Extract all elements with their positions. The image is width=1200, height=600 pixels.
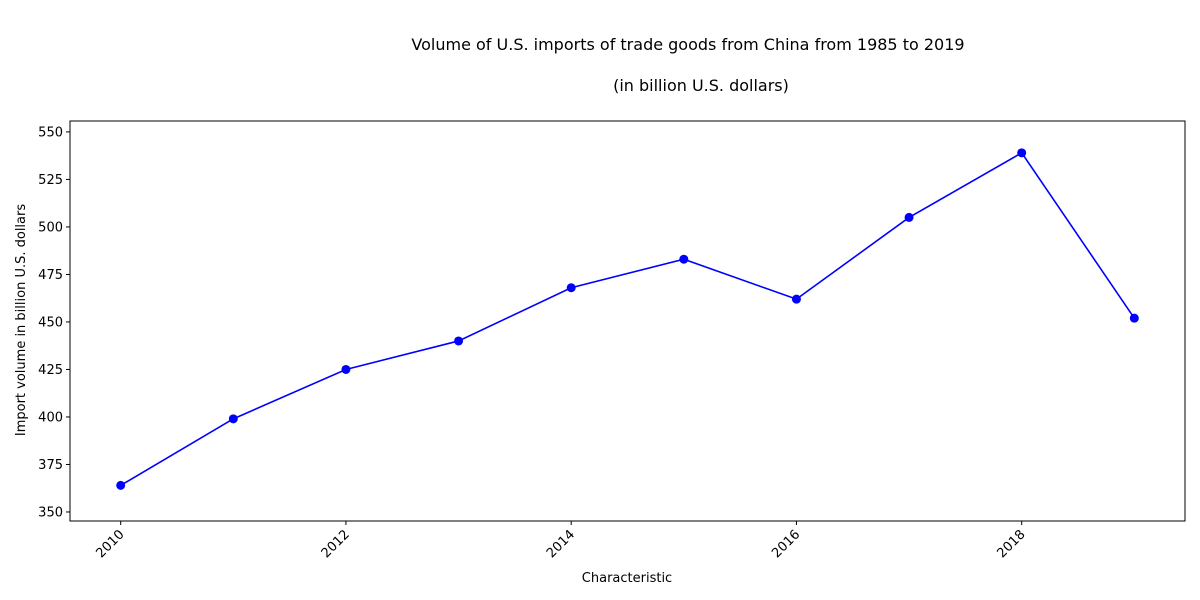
data-point [454,336,464,346]
data-point [791,294,801,304]
data-point [1017,148,1027,158]
y-tick-label: 450 [38,315,63,330]
x-axis-label: Characteristic [582,571,672,586]
chart-subtitle: (in billion U.S. dollars) [613,76,789,95]
y-tick-label: 475 [38,268,63,283]
y-tick-label: 525 [38,173,63,188]
data-point [1129,313,1139,323]
chart-title: Volume of U.S. imports of trade goods fr… [411,35,964,54]
plot-area: 350 375 400 425 450 475 500 525 550 2010 2012 2014 2… [38,120,1186,561]
data-point [679,254,689,264]
y-tick-label: 400 [38,410,63,425]
axes-frame [69,120,1186,522]
data-point [904,212,914,222]
x-tick-label: 2018 [995,527,1029,561]
y-tick-label: 350 [38,505,63,520]
x-tick-label: 2016 [769,527,803,561]
series-line [120,151,1135,487]
y-tick-label: 375 [38,458,63,473]
x-tick-label: 2010 [94,527,128,561]
data-point [116,480,126,490]
data-point [341,364,351,374]
y-tick-label: 500 [38,220,63,235]
data-point [566,283,576,293]
y-tick-label: 550 [38,125,63,140]
x-tick-label: 2012 [319,527,353,561]
y-axis-label: Import volume in billion U.S. dollars [14,204,29,436]
data-point [228,414,238,424]
x-tick-label: 2014 [544,527,578,561]
y-tick-label: 425 [38,363,63,378]
